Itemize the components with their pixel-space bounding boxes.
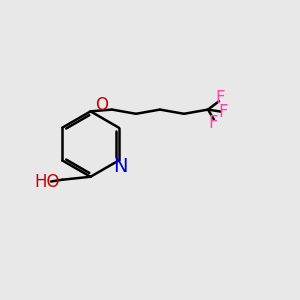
Text: N: N (113, 157, 127, 176)
Text: F: F (219, 103, 228, 121)
Text: F: F (208, 114, 218, 132)
Text: HO: HO (34, 173, 60, 191)
Text: F: F (216, 89, 225, 107)
Text: O: O (95, 95, 108, 113)
